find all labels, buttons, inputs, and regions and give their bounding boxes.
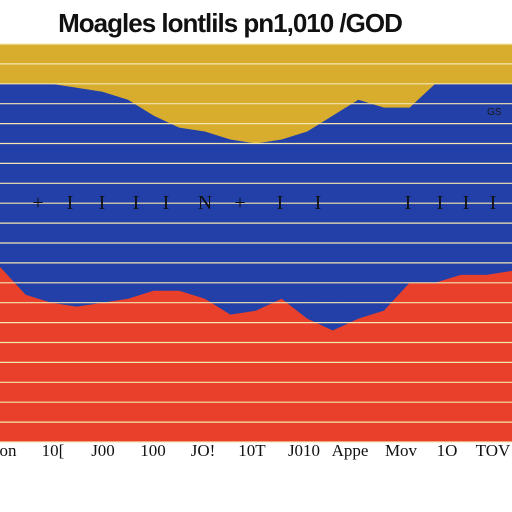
band-glyph: I	[315, 192, 322, 214]
x-axis: on 10[ J00 100 JO! 10T J010 Appe Mov 1O TOV	[0, 441, 511, 460]
x-tick-label: 10T	[238, 441, 266, 460]
band-glyph: I	[67, 192, 74, 214]
x-tick-label: J00	[91, 441, 115, 460]
band-glyph: I	[133, 192, 140, 214]
series-area-3	[0, 266, 512, 442]
x-tick-label: Appe	[332, 441, 369, 460]
band-glyph: +	[234, 192, 245, 214]
x-tick-label: Mov	[385, 441, 418, 460]
band-glyph: I	[437, 192, 444, 214]
band-glyph: I	[99, 192, 106, 214]
x-tick-label: JO!	[191, 441, 216, 460]
x-tick-label: 10[	[42, 441, 65, 460]
x-tick-label: TOV	[476, 441, 511, 460]
band-glyph: N	[198, 192, 212, 214]
band-glyph: I	[277, 192, 284, 214]
band-glyph: I	[463, 192, 470, 214]
x-tick-label: 100	[140, 441, 166, 460]
x-tick-label: 1O	[437, 441, 458, 460]
band-glyph: I	[163, 192, 170, 214]
x-tick-label: on	[0, 441, 17, 460]
mid-band: + I I I I N + I I I I I I	[32, 192, 496, 214]
grid-lines	[0, 43, 512, 443]
band-glyph: I	[490, 192, 497, 214]
band-glyph: +	[32, 192, 43, 214]
corner-label: GS	[487, 107, 502, 118]
x-tick-label: J010	[288, 441, 320, 460]
chart-title: Moagles lontlils pn1,010 /GOD	[58, 8, 403, 38]
band-glyph: I	[405, 192, 412, 214]
